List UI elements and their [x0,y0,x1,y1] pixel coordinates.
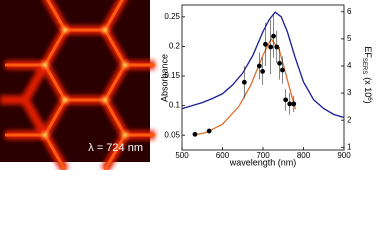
y2-tick-label: 3 [347,88,352,97]
y2-tick-label: 2 [347,115,352,124]
y2-tick-label: 5 [347,34,352,43]
x-tick-label: 600 [216,151,230,160]
data-point [291,101,297,107]
series-line [194,37,297,136]
y2-label-sup: 6 [366,97,372,101]
y2-tick-label: 1 [347,142,352,151]
y-tick-label: 0.25 [164,12,180,21]
data-point [263,41,268,47]
y2-tick-label: 4 [347,61,352,70]
data-point [260,69,265,74]
x-tick-label: 700 [256,151,270,160]
y-tick-label: 0.2 [169,42,181,51]
y2-label-post: ) [363,101,373,104]
data-point [287,101,293,107]
data-point [268,44,274,50]
data-point [192,131,198,137]
x-tick-label: 900 [337,151,351,160]
field-map: λ = 724 nm [0,0,155,173]
figure: λ = 724 nm Absorbance wavelength (nm) EF… [0,0,373,173]
y-tick-label: 0.1 [169,101,181,110]
plot-frame [181,4,345,151]
data-point [274,44,280,50]
y-tick-label: 0.15 [164,71,180,80]
y2-label-main: EF [363,46,373,58]
data-point [283,97,289,103]
y-axis-label: Absorbance [159,54,169,102]
data-point [271,33,276,39]
x-tick-label: 500 [175,151,189,160]
data-point [280,67,285,73]
y2-label-pre: (x 10 [363,77,373,97]
data-point [277,60,283,66]
y2-tick-label: 6 [347,7,352,16]
y2-label-sub: SERS [361,58,367,74]
y2-axis-label: EFSERS (x 106) [361,46,372,103]
x-axis-label: wavelength (nm) [229,157,297,167]
image-label: λ = 724 nm [88,142,143,154]
data-point [256,63,262,69]
series-line [181,11,345,119]
data-point [241,79,247,85]
data-point [206,128,212,134]
y-tick-label: 0.05 [164,130,180,139]
x-tick-label: 800 [297,151,311,160]
